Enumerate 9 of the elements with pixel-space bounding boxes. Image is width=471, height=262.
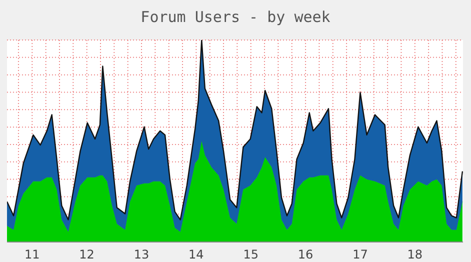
chart-title: Forum Users - by week xyxy=(140,8,332,26)
x-tick-label: 14 xyxy=(188,248,204,262)
x-tick-label: 12 xyxy=(79,248,94,262)
x-tick-label: 16 xyxy=(298,248,314,262)
x-tick-label: 13 xyxy=(134,248,150,262)
x-tick-label: 15 xyxy=(243,248,258,262)
x-tick-label: 18 xyxy=(407,248,423,262)
x-tick-label: 11 xyxy=(24,248,40,262)
x-tick-label: 17 xyxy=(352,248,368,262)
